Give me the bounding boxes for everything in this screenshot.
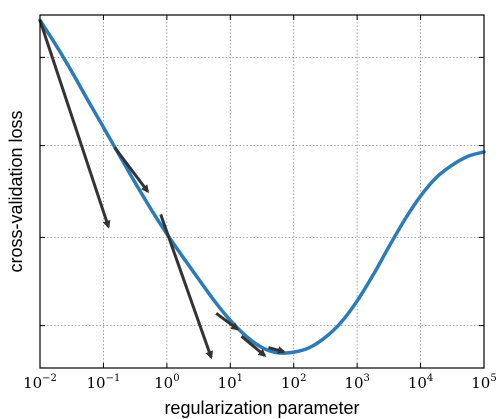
x-tick-label: 10−2 xyxy=(23,373,57,392)
series-layer xyxy=(38,18,486,355)
loss-curve xyxy=(38,18,486,355)
x-axis-ticks: 10−2 10−1 100 101 102 103 104 105 xyxy=(23,15,497,392)
x-tick-label: 102 xyxy=(281,373,306,392)
y-axis-ticks xyxy=(40,56,484,327)
x-tick-label: 103 xyxy=(344,373,369,392)
gradient-step-arrow xyxy=(159,213,213,360)
x-tick-label: 100 xyxy=(154,373,179,392)
gradient-step-arrow xyxy=(240,335,267,357)
gradient-step-arrow xyxy=(38,19,111,229)
x-axis-title: regularization parameter xyxy=(164,398,359,418)
arrow-layer xyxy=(38,19,286,360)
y-axis-title: cross-validation loss xyxy=(6,110,26,272)
gradient-step-arrow xyxy=(215,312,240,331)
plot-frame xyxy=(39,14,485,369)
grid xyxy=(39,15,485,368)
x-tick-label: 104 xyxy=(408,373,433,392)
gradient-step-arrow xyxy=(268,346,286,355)
x-tick-label: 105 xyxy=(471,373,496,392)
gradient-step-arrow xyxy=(113,146,149,194)
x-tick-label: 101 xyxy=(218,373,243,392)
x-tick-label: 10−1 xyxy=(87,373,121,392)
